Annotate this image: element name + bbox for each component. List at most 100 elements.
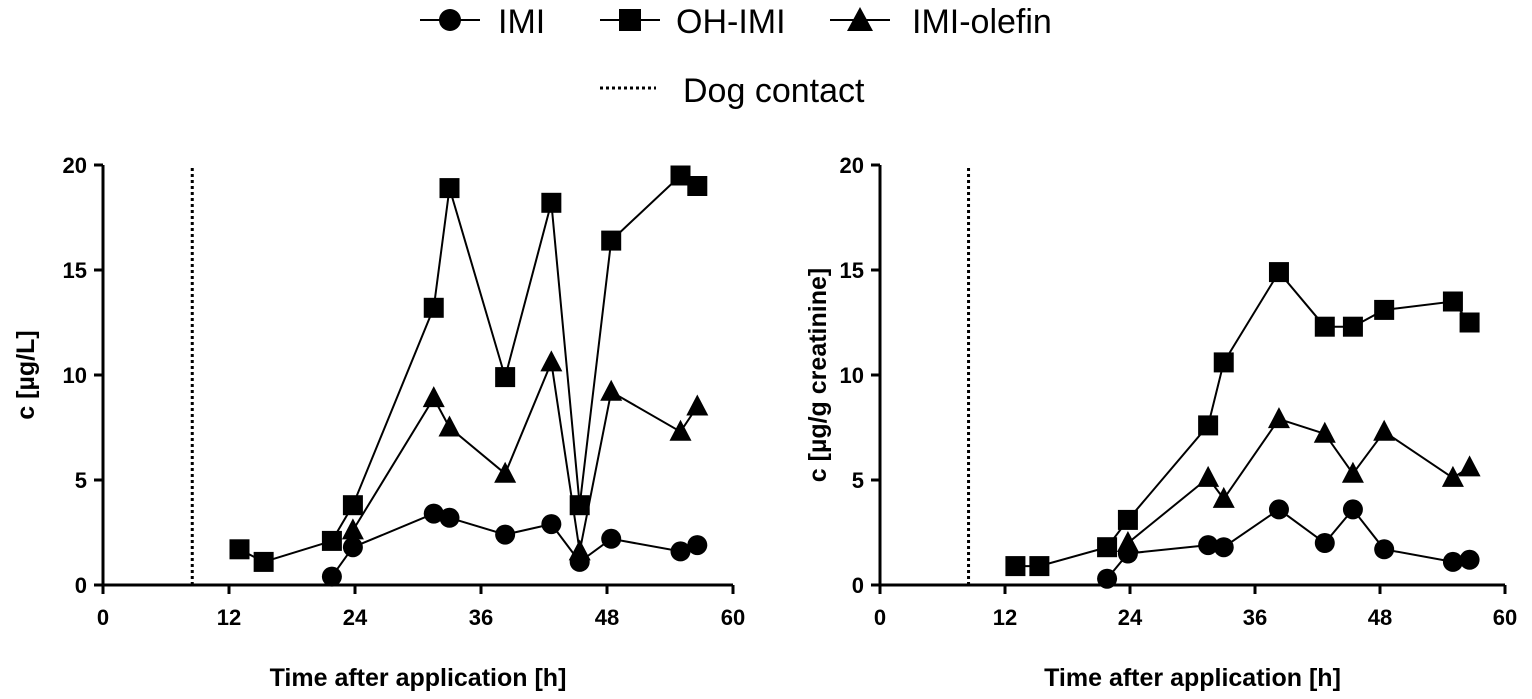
data-point-circle (423, 503, 444, 524)
data-point-triangle (1313, 421, 1336, 443)
y-tick-label: 5 (852, 468, 864, 493)
x-axis-title: Time after application [h] (1044, 664, 1341, 692)
series-line (239, 174, 698, 563)
data-point-triangle (1116, 531, 1139, 552)
data-point-square (541, 192, 562, 213)
data-point-triangle (686, 394, 709, 416)
data-point-circle (601, 528, 622, 549)
x-tick-label: 60 (721, 605, 745, 630)
x-tick-label: 12 (993, 605, 1017, 630)
y-tick-label: 5 (75, 468, 87, 493)
data-point-triangle (1341, 461, 1364, 483)
data-point-square (1442, 291, 1463, 312)
legend-label-imi-olefin: IMI-olefin (912, 3, 1052, 41)
legend-marker-triangle (847, 7, 873, 31)
data-point-square (1198, 415, 1219, 436)
y-tick-label: 10 (63, 363, 87, 388)
data-point-square (495, 367, 516, 388)
data-point-circle (1314, 533, 1335, 553)
data-point-circle (541, 514, 562, 535)
data-point-triangle (341, 518, 364, 540)
x-tick-label: 0 (97, 605, 109, 630)
y-axis-title: c [µg/g creatinine] (804, 268, 832, 482)
x-tick-label: 12 (217, 605, 241, 630)
data-point-triangle (1373, 419, 1396, 441)
data-point-square (1342, 316, 1363, 337)
x-tick-label: 48 (595, 605, 619, 630)
y-tick-label: 0 (852, 573, 864, 598)
series-line (352, 358, 699, 552)
data-point-triangle (422, 386, 445, 408)
data-point-circle (439, 507, 460, 528)
series-oh-imi (1005, 262, 1480, 577)
data-point-square (321, 530, 342, 551)
data-point-circle (1459, 549, 1480, 570)
legend-label-oh-imi: OH-IMI (676, 3, 786, 41)
y-tick-label: 20 (840, 153, 864, 178)
x-tick-label: 60 (1493, 605, 1517, 630)
data-point-triangle (600, 379, 623, 401)
x-tick-label: 24 (343, 605, 368, 630)
data-point-circle (495, 524, 516, 545)
series-line (1106, 507, 1470, 580)
data-point-square (1117, 509, 1138, 530)
data-point-square (1374, 299, 1395, 320)
data-point-triangle (568, 539, 591, 561)
legend-item-oh-imi: OH-IMI (600, 3, 786, 41)
data-point-circle (1342, 499, 1363, 520)
y-tick-label: 20 (63, 153, 87, 178)
data-point-square (601, 230, 622, 251)
data-point-circle (321, 566, 342, 587)
legend: IMI OH-IMI IMI-olefin Dog contact (420, 3, 1052, 110)
data-point-square (253, 551, 274, 572)
data-point-circle (342, 537, 363, 558)
data-point-circle (1374, 539, 1395, 560)
chart-right: 0 12 24 36 48 60 0 5 10 15 20 Time after applicatio… (804, 153, 1517, 692)
data-point-square (569, 495, 590, 516)
data-point-circle (1213, 537, 1234, 558)
x-tick-label: 24 (1118, 605, 1143, 630)
data-point-square (1097, 537, 1118, 558)
data-point-square (670, 165, 691, 186)
data-point-circle (1097, 568, 1118, 589)
x-tick-label: 36 (469, 605, 493, 630)
data-point-square (1314, 316, 1335, 337)
data-point-triangle (438, 415, 461, 437)
data-point-circle (1268, 499, 1289, 520)
data-point-square (1213, 352, 1234, 373)
x-tick-label: 0 (874, 605, 886, 630)
series-imi (1097, 499, 1480, 589)
y-tick-label: 0 (75, 573, 87, 598)
series-line (331, 512, 698, 578)
data-point-circle (1442, 551, 1463, 572)
legend-marker-square (619, 9, 641, 31)
data-point-triangle (1212, 486, 1235, 508)
x-tick-label: 48 (1368, 605, 1392, 630)
chart-left: 0 12 24 36 48 60 0 5 10 15 20 Time after applicatio… (12, 153, 745, 692)
legend-label-imi: IMI (498, 3, 545, 41)
data-point-triangle (540, 350, 563, 372)
y-tick-label: 15 (63, 258, 87, 283)
data-point-square (1268, 262, 1289, 283)
legend-label-dog-contact: Dog contact (683, 72, 865, 110)
series-imi (321, 503, 708, 587)
data-point-square (1005, 556, 1026, 577)
data-point-square (1029, 556, 1050, 577)
x-axis-title: Time after application [h] (270, 664, 567, 692)
series-line (1015, 270, 1471, 568)
data-point-circle (687, 535, 708, 556)
data-point-square (229, 539, 250, 560)
data-point-square (1459, 312, 1480, 333)
y-tick-label: 10 (840, 363, 864, 388)
data-point-square (423, 297, 444, 318)
legend-item-dog-contact: Dog contact (600, 72, 865, 110)
data-point-square (342, 495, 363, 516)
data-point-triangle (669, 419, 692, 441)
y-tick-label: 15 (840, 258, 864, 283)
legend-item-imi-olefin: IMI-olefin (830, 3, 1052, 41)
legend-item-imi: IMI (420, 3, 545, 41)
data-point-triangle (1441, 465, 1464, 487)
x-tick-label: 36 (1243, 605, 1267, 630)
data-point-circle (670, 541, 691, 562)
data-point-triangle (494, 461, 517, 483)
